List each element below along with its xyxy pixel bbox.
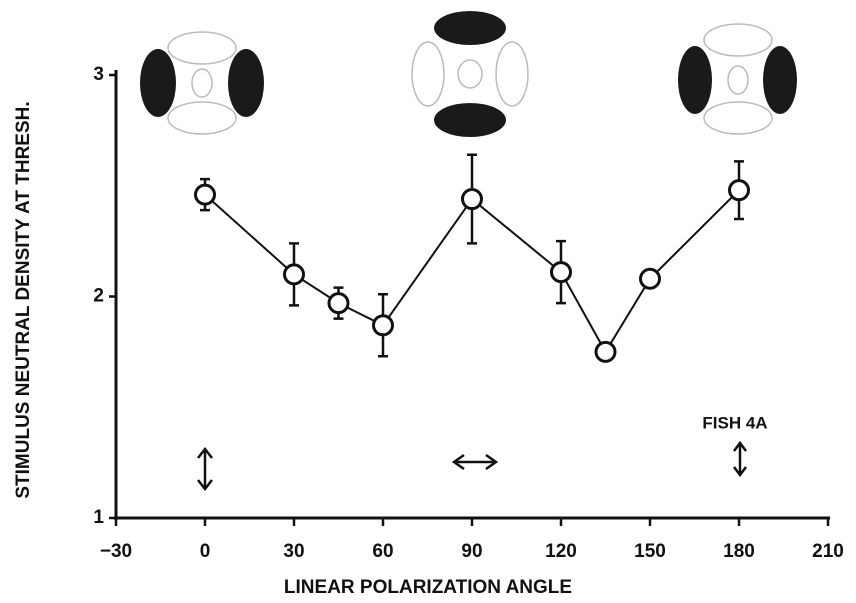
y-tick-label: 1 bbox=[93, 507, 104, 528]
data-point bbox=[639, 267, 661, 290]
orientation-icon bbox=[140, 31, 264, 135]
x-tick-label: 90 bbox=[461, 541, 482, 562]
x-tick-label: 60 bbox=[372, 541, 393, 562]
data-point bbox=[461, 188, 483, 211]
data-point bbox=[550, 261, 572, 284]
polarization-arrow bbox=[197, 440, 747, 492]
orientation-icon bbox=[411, 11, 529, 137]
x-tick-label: 180 bbox=[723, 541, 755, 562]
data-point bbox=[327, 292, 350, 315]
data-point bbox=[372, 314, 394, 337]
data-point bbox=[194, 183, 216, 206]
y-tick-label: 2 bbox=[93, 286, 104, 307]
x-tick-label: 0 bbox=[200, 541, 211, 562]
orientation-icon bbox=[678, 23, 797, 135]
x-tick-label: 30 bbox=[283, 541, 304, 562]
y-axis-label: STIMULUS NEUTRAL DENSITY AT THRESH. bbox=[13, 101, 34, 498]
x-tick-label: 120 bbox=[545, 541, 577, 562]
y-tick-label: 3 bbox=[93, 64, 104, 85]
data-point bbox=[728, 179, 750, 202]
data-point bbox=[594, 340, 617, 363]
x-tick-label: 150 bbox=[634, 541, 666, 562]
x-axis-label: LINEAR POLARIZATION ANGLE bbox=[284, 577, 572, 598]
data-point bbox=[283, 263, 305, 286]
annotation: FISH 4A bbox=[702, 413, 767, 432]
x-tick-label: −30 bbox=[100, 541, 132, 562]
x-tick-label: 210 bbox=[812, 541, 844, 562]
